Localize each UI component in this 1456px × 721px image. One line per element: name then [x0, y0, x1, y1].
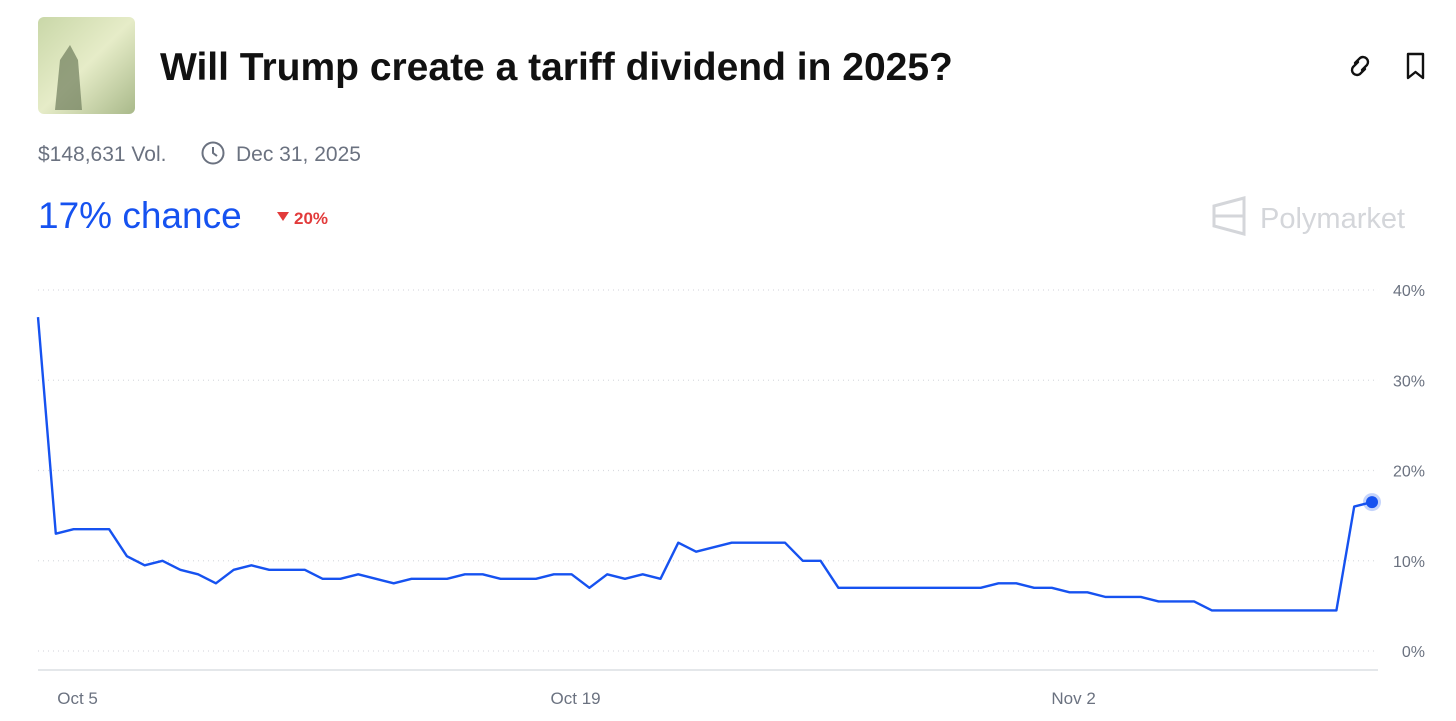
clock-icon: [201, 141, 225, 165]
x-tick-label: Oct 19: [551, 689, 601, 708]
brand: Polymarket: [1260, 203, 1405, 235]
y-tick-label: 0%: [1402, 644, 1425, 661]
link-icon[interactable]: [1350, 55, 1370, 77]
y-tick-label: 40%: [1393, 283, 1425, 300]
market-image: [38, 17, 135, 114]
chance: 17% chance: [38, 195, 242, 236]
end-date: Dec 31, 2025: [236, 143, 361, 166]
bookmark-icon[interactable]: [1406, 52, 1425, 80]
price-line: [36, 317, 1373, 612]
market-title: Will Trump create a tariff dividend in 2…: [160, 46, 953, 89]
change: 20%: [294, 209, 328, 228]
x-tick-label: Nov 2: [1051, 689, 1095, 708]
clock-hands: [212, 147, 218, 157]
plot: 0% 10% 20% 30% 40% Oct 5 Oct 19 Nov 2: [36, 283, 1425, 708]
y-tick-label: 10%: [1393, 554, 1425, 571]
y-tick-label: 30%: [1393, 373, 1425, 390]
down-arrow: [277, 212, 289, 221]
brand-logo: [1212, 196, 1246, 236]
volume: $148,631 Vol.: [38, 143, 166, 166]
x-tick-label: Oct 5: [57, 689, 98, 708]
image-figure: [55, 45, 82, 110]
y-tick-label: 20%: [1393, 464, 1425, 481]
current-point: [1366, 496, 1378, 509]
